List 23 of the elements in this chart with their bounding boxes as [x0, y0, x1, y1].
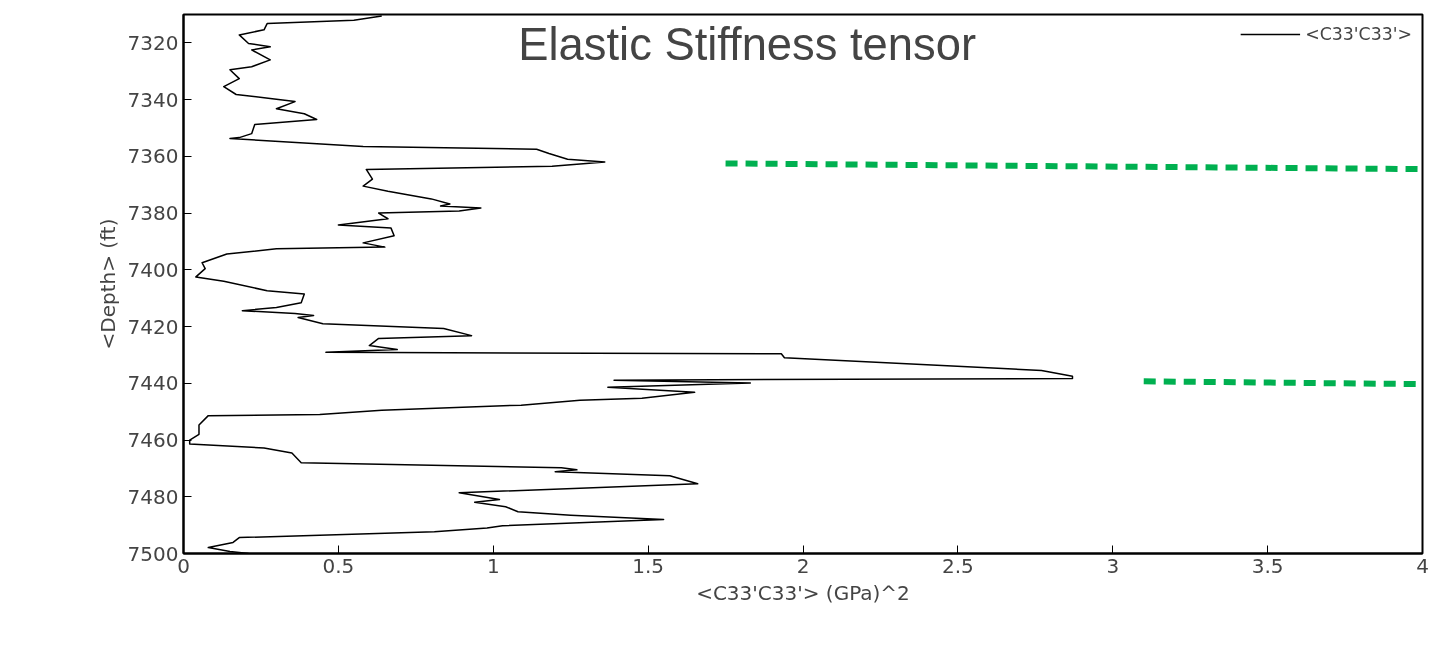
- y-tick-label: 7400: [127, 257, 179, 282]
- x-tick-label: 1.5: [632, 553, 665, 578]
- y-tick-label: 7320: [127, 30, 179, 55]
- y-tick-label: 7420: [127, 314, 179, 339]
- y-tick-label: 7480: [127, 484, 179, 509]
- y-axis-title: <Depth> (ft): [95, 218, 120, 350]
- x-tick-label: 3.5: [1251, 553, 1284, 578]
- x-tick-label: 1: [486, 553, 500, 578]
- x-tick-label: 3: [1106, 553, 1120, 578]
- x-tick-label: 2: [796, 553, 810, 578]
- legend-label: <C33'C33'>: [1305, 24, 1412, 44]
- y-tick-label: 7380: [127, 201, 179, 226]
- y-tick-label: 7500: [127, 541, 179, 566]
- y-tick-label: 7460: [127, 428, 179, 453]
- y-tick-label: 7340: [127, 87, 179, 112]
- x-tick-label: 4: [1416, 553, 1429, 578]
- y-tick-label: 7360: [127, 144, 179, 169]
- x-tick-label: 0: [177, 553, 190, 578]
- y-tick-label: 7440: [127, 371, 179, 396]
- chart-title: Elastic Stiffness tensor: [518, 18, 976, 70]
- x-tick-label: 0.5: [322, 553, 355, 578]
- x-axis-title: <C33'C33'> (GPa)^2: [696, 580, 910, 605]
- x-tick-label: 2.5: [941, 553, 974, 578]
